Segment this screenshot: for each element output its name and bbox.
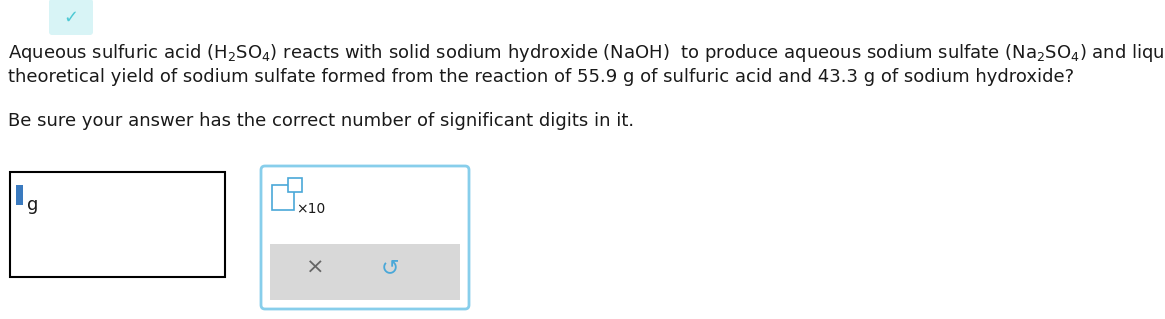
FancyBboxPatch shape bbox=[49, 0, 93, 35]
Text: ✓: ✓ bbox=[63, 9, 78, 27]
Text: ×10: ×10 bbox=[296, 202, 325, 216]
Text: Be sure your answer has the correct number of significant digits in it.: Be sure your answer has the correct numb… bbox=[8, 112, 634, 130]
Text: ↺: ↺ bbox=[381, 258, 400, 278]
Bar bbox=[270, 244, 460, 300]
FancyBboxPatch shape bbox=[261, 166, 469, 309]
Text: ×: × bbox=[305, 258, 324, 278]
Text: g: g bbox=[27, 196, 38, 214]
Bar bbox=[16, 185, 23, 205]
Text: theoretical yield of sodium sulfate formed from the reaction of 55.9 g of sulfur: theoretical yield of sodium sulfate form… bbox=[8, 68, 1074, 86]
Bar bbox=[288, 178, 302, 192]
Bar bbox=[10, 172, 225, 277]
Bar bbox=[271, 185, 294, 210]
Text: Aqueous sulfuric acid $\left(\mathrm{H_2SO_4}\right)$ reacts with solid sodium h: Aqueous sulfuric acid $\left(\mathrm{H_2… bbox=[8, 42, 1165, 64]
